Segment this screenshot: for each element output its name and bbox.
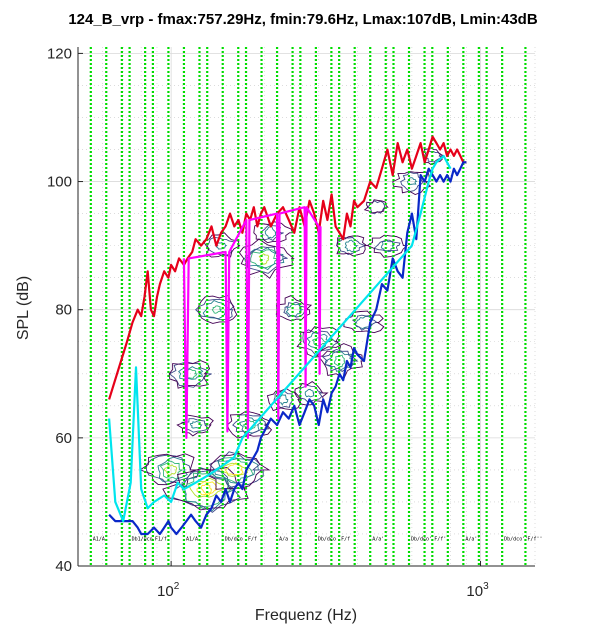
contour-ring — [294, 381, 329, 406]
contour-ring — [159, 460, 183, 480]
contour-ring — [406, 177, 418, 186]
note-label: Db/dco' — [411, 536, 432, 542]
grid — [77, 47, 536, 567]
contour-ring — [324, 350, 356, 372]
note-label: F/f' — [434, 536, 446, 542]
contour-ring — [264, 225, 277, 240]
contour-ring — [311, 337, 327, 347]
x-tick-label: 103 — [466, 581, 489, 600]
note-marker-lines — [89, 47, 527, 566]
contour-ring — [238, 238, 295, 279]
note-label: A/a — [279, 536, 288, 542]
tick-labels: 40 60 80 100 120 102 103 — [47, 45, 489, 600]
note-label: A/a'' — [465, 536, 480, 542]
contour-ring — [258, 253, 270, 265]
chart-title: 124_B_vrp - fmax:757.29Hz, fmin:79.6Hz, … — [68, 11, 538, 28]
note-label: F1/f — [155, 536, 167, 542]
contour-ring — [207, 452, 271, 490]
contour-ring — [224, 462, 244, 476]
note-label: A/a' — [372, 536, 384, 542]
contour-ring — [373, 239, 401, 252]
contour-ring — [163, 464, 178, 476]
note-label: F/f'' — [527, 536, 542, 542]
y-tick-label: 40 — [55, 558, 72, 575]
contour-ring — [283, 301, 307, 318]
contour-ring — [400, 171, 425, 192]
contour-ring — [189, 421, 203, 429]
contour-ring — [178, 366, 204, 380]
contour-ring — [207, 236, 236, 257]
x-tick-label: 102 — [157, 581, 180, 600]
contour-ring — [232, 414, 270, 438]
note-label: Db/dco'' — [504, 536, 528, 542]
y-axis-label: SPL (dB) — [15, 276, 32, 340]
note-label: Db/dco — [318, 536, 336, 542]
series-line-0 — [108, 135, 467, 400]
contour-ring — [200, 483, 213, 496]
contour-ring — [344, 239, 359, 253]
contour-ring — [334, 354, 346, 368]
contour-ring — [306, 331, 331, 352]
x-axis-label: Frequenz (Hz) — [255, 607, 357, 624]
y-tick-label: 100 — [47, 174, 72, 191]
axes — [77, 47, 535, 567]
y-tick-label: 80 — [55, 302, 72, 319]
contour-ring — [363, 199, 389, 214]
note-label: Db1/Dco — [132, 536, 153, 542]
note-label: Db/dco — [225, 536, 243, 542]
contour-ring — [304, 388, 315, 398]
note-label: A1/A — [186, 536, 198, 542]
contour-ring — [336, 235, 368, 257]
contour-ring — [196, 480, 218, 497]
series-line-1 — [108, 161, 467, 536]
contour-ring — [366, 200, 386, 215]
contour-ring — [302, 329, 341, 356]
contour-ring — [181, 467, 236, 512]
note-label: F/f — [341, 536, 350, 542]
series-line-2 — [182, 206, 322, 439]
series-lines — [108, 135, 467, 536]
note-label: A1/A — [93, 536, 105, 542]
note-label: F/f — [248, 536, 257, 542]
y-tick-label: 120 — [47, 45, 72, 62]
contour-ring — [226, 410, 273, 439]
contour-ring — [242, 419, 256, 430]
contour-ring — [188, 477, 225, 498]
series-line-3 — [108, 154, 452, 523]
contour-ring — [273, 391, 294, 409]
contour-ring — [211, 305, 223, 314]
y-tick-label: 60 — [55, 430, 72, 447]
note-labels: A1/A Db1/Dco F1/f A1/A Db/dco F/f A/a Db/dco F/f… — [93, 536, 543, 542]
contour-ring — [176, 414, 214, 437]
